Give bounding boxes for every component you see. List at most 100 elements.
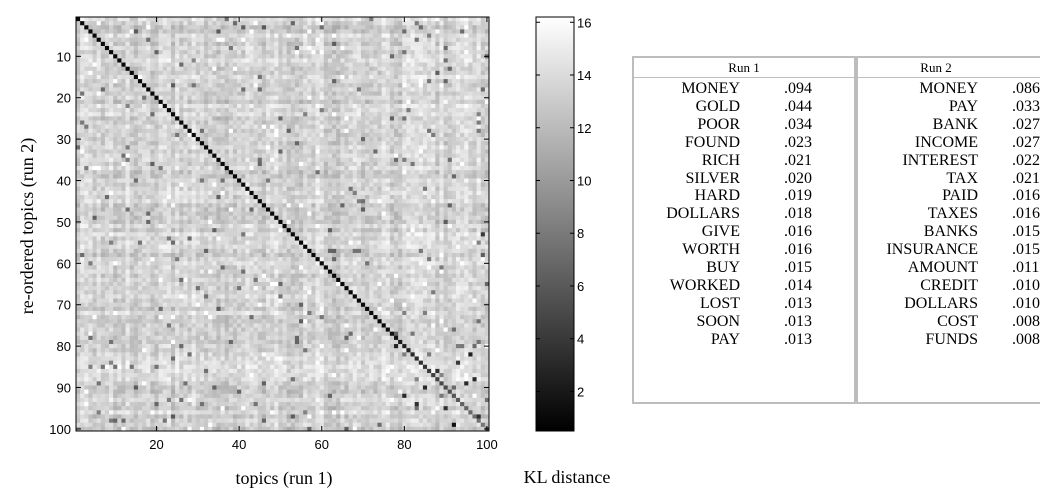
heatmap-cell: [133, 25, 139, 30]
heatmap-cell: [166, 99, 172, 105]
heatmap-cell: [402, 137, 407, 142]
heatmap-cell: [113, 215, 118, 221]
heatmap-cell: [381, 50, 387, 55]
heatmap-cell: [348, 207, 354, 212]
heatmap-cell: [187, 17, 192, 22]
heatmap-cell: [427, 157, 432, 163]
heatmap-cell: [451, 54, 457, 59]
heatmap-cell: [468, 33, 473, 38]
heatmap-cell: [431, 203, 436, 208]
heatmap-cell: [451, 153, 457, 159]
heatmap-cell: [133, 141, 139, 146]
heatmap-cell: [92, 108, 97, 113]
heatmap-cell: [286, 99, 292, 105]
heatmap-cell: [249, 128, 254, 134]
heatmap-cell: [332, 124, 337, 130]
heatmap-cell: [398, 215, 403, 221]
heatmap-cell: [154, 66, 159, 72]
heatmap-cell: [460, 62, 465, 67]
heatmap-cell: [253, 103, 259, 109]
heatmap-cell: [154, 74, 159, 80]
heatmap-cell: [365, 145, 370, 150]
heatmap-cell: [484, 149, 490, 154]
heatmap-cell: [162, 149, 168, 154]
heatmap-cell: [241, 74, 246, 80]
heatmap-cell: [410, 33, 415, 38]
heatmap-cell: [220, 91, 225, 96]
heatmap-cell: [179, 199, 184, 204]
heatmap-cell: [195, 141, 201, 146]
heatmap-cell: [270, 108, 275, 113]
heatmap-cell: [451, 50, 457, 55]
heatmap-cell: [199, 203, 205, 208]
heatmap-cell: [113, 186, 118, 192]
heatmap-cell: [414, 219, 420, 225]
heatmap-cell: [365, 215, 370, 221]
heatmap-cell: [431, 141, 436, 146]
heatmap-cell: [249, 170, 254, 175]
heatmap-cell: [170, 153, 176, 159]
heatmap-cell: [369, 54, 374, 59]
heatmap-cell: [220, 215, 225, 221]
heatmap-cell: [224, 25, 230, 30]
heatmap-cell: [394, 54, 399, 59]
heatmap-cell: [381, 157, 387, 163]
heatmap-cell: [311, 95, 316, 101]
heatmap-cell: [410, 112, 415, 117]
heatmap-cell: [245, 87, 250, 92]
heatmap-cell: [352, 215, 358, 221]
heatmap-cell: [270, 145, 275, 150]
heatmap-cell: [96, 124, 102, 130]
heatmap-cell: [290, 83, 296, 88]
heatmap-cell: [299, 219, 304, 225]
heatmap-cell: [464, 25, 469, 30]
heatmap-cell: [162, 153, 168, 159]
heatmap-cell: [224, 62, 230, 67]
heatmap-cell: [451, 108, 457, 113]
heatmap-cell: [154, 62, 159, 67]
heatmap-cell: [261, 195, 267, 200]
heatmap-cell: [216, 145, 221, 150]
heatmap-cell: [199, 211, 205, 217]
heatmap-cell: [369, 166, 374, 171]
heatmap-cell: [220, 153, 225, 159]
heatmap-cell: [402, 157, 407, 163]
heatmap-cell: [232, 58, 238, 63]
heatmap-cell: [212, 120, 217, 125]
heatmap-cell: [472, 25, 477, 30]
heatmap-cell: [249, 25, 254, 30]
heatmap-cell: [121, 120, 126, 125]
heatmap-cell: [179, 211, 184, 217]
heatmap-cell: [88, 207, 93, 212]
heatmap-cell: [129, 45, 135, 51]
heatmap-cell: [294, 70, 300, 76]
heatmap-cell: [282, 91, 287, 96]
heatmap-cell: [125, 25, 130, 30]
heatmap-cell: [340, 116, 345, 121]
heatmap-cell: [274, 62, 279, 67]
heatmap-cell: [146, 66, 151, 72]
heatmap-cell: [447, 215, 453, 221]
heatmap-cell: [170, 211, 176, 217]
heatmap-cell: [418, 137, 424, 142]
heatmap-cell: [480, 17, 486, 22]
heatmap-cell: [278, 207, 283, 212]
heatmap-cell: [278, 166, 283, 171]
heatmap-cell: [253, 215, 259, 221]
heatmap-cell: [389, 190, 395, 196]
heatmap-cell: [464, 219, 469, 225]
heatmap-cell: [332, 166, 337, 171]
heatmap-cell: [261, 62, 267, 67]
heatmap-cell: [88, 166, 93, 171]
heatmap-cell: [96, 25, 102, 30]
heatmap-cell: [261, 203, 267, 208]
heatmap-cell: [290, 211, 296, 217]
heatmap-cell: [468, 91, 473, 96]
heatmap-cell: [327, 17, 333, 22]
heatmap-cell: [154, 186, 159, 192]
heatmap-cell: [224, 33, 230, 38]
heatmap-cell: [158, 103, 164, 109]
heatmap-cell: [327, 153, 333, 159]
heatmap-cell: [133, 112, 139, 117]
heatmap-cell: [369, 145, 374, 150]
